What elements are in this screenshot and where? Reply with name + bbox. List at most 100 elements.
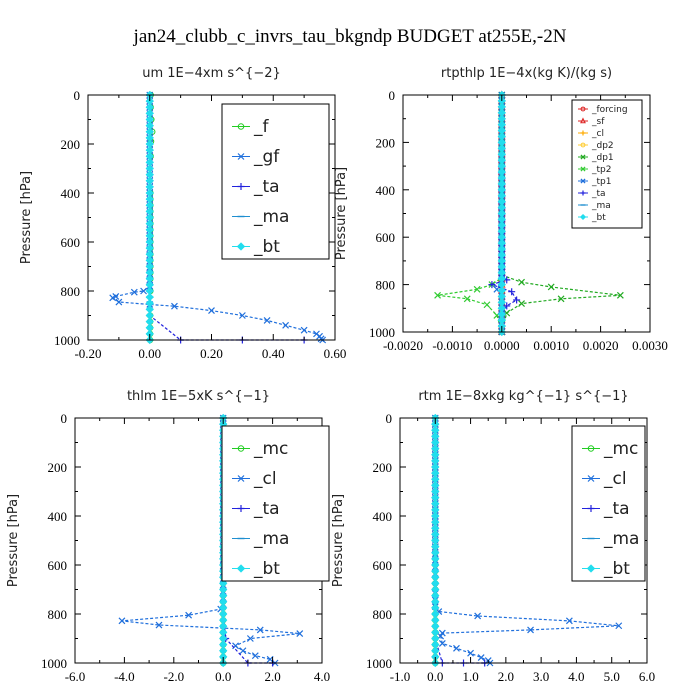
data-point (474, 612, 482, 620)
data-point (115, 298, 123, 306)
legend-marker (587, 475, 595, 482)
figure-title: jan24_clubb_c_invrs_tau_bkgndp BUDGET at… (133, 26, 567, 47)
data-point (473, 285, 481, 293)
data-point (508, 288, 516, 296)
x-tick-label: 0.0 (215, 669, 231, 684)
y-tick-label: 1000 (369, 325, 395, 340)
x-tick-label: -0.0010 (432, 338, 472, 353)
y-axis-label: Pressure [hPa] (331, 494, 346, 587)
legend-label: _bt (253, 559, 280, 579)
legend-label: _ma (603, 529, 639, 549)
y-tick-label: 0 (74, 88, 81, 103)
y-axis-label: Pressure [hPa] (334, 167, 349, 260)
legend-marker (587, 445, 595, 452)
legend-box (571, 425, 646, 582)
legend-marker (587, 505, 595, 512)
data-point (256, 626, 264, 634)
data-point (300, 326, 308, 334)
y-tick-label: 200 (48, 460, 68, 475)
legend: _forcing _sf _cl _dp2 _dp1 _tp2 _tp1 _ta _ma _bt (571, 99, 643, 229)
x-tick-label: 4.0 (314, 669, 330, 684)
data-point (438, 639, 446, 647)
legend-label: _ma (253, 207, 289, 227)
data-point (263, 316, 271, 324)
legend-marker (237, 153, 245, 160)
legend-label: _tp2 (591, 165, 611, 175)
data-point (503, 302, 511, 310)
data-point (483, 301, 491, 309)
panel-title: rtm 1E−8xkg kg^{−1} s^{−1} (418, 389, 628, 404)
y-tick-label: 600 (376, 230, 396, 245)
y-tick-label: 400 (376, 183, 396, 198)
legend-label: _forcing (591, 105, 628, 115)
y-axis-label: Pressure [hPa] (6, 494, 21, 587)
legend-marker (237, 445, 245, 452)
panels: um 1E−4xm s^{−2}Pressure [hPa]-0.20 0.00 0… (6, 66, 668, 684)
data-point (616, 291, 624, 299)
data-point (208, 307, 215, 315)
y-tick-label: 200 (61, 137, 81, 152)
data-point (282, 321, 290, 329)
data-point (109, 294, 117, 302)
data-point (251, 652, 259, 660)
legend-marker (237, 183, 245, 190)
data-point (527, 626, 534, 634)
legend-marker (580, 154, 586, 160)
x-tick-label: -6.0 (65, 669, 86, 684)
data-point (518, 278, 525, 286)
legend: _f _gf _ta _ma _bt (221, 103, 330, 260)
y-tick-label: 800 (373, 607, 393, 622)
x-tick-label: 4.0 (568, 669, 584, 684)
data-point (155, 621, 163, 629)
legend-label: _ta (603, 499, 630, 519)
legend-label: _bt (591, 213, 606, 223)
y-axis-label: Pressure [hPa] (19, 171, 34, 264)
y-tick-label: 800 (376, 278, 396, 293)
data-point (185, 611, 193, 619)
data-point (518, 300, 525, 307)
data-point (453, 644, 460, 652)
x-tick-label: 2.0 (498, 669, 514, 684)
y-tick-label: 1000 (41, 656, 67, 671)
y-tick-label: 0 (386, 411, 393, 426)
x-tick-label: 2.0 (264, 669, 280, 684)
x-tick-label: 3.0 (533, 669, 549, 684)
x-tick-label: 0.0000 (484, 338, 520, 353)
legend-marker (236, 564, 246, 573)
chart-panel-4: rtm 1E−8xkg kg^{−1} s^{−1} Pressure [hPa]… (331, 389, 655, 684)
y-tick-label: 1000 (54, 333, 80, 348)
x-tick-label: 1.0 (462, 669, 478, 684)
y-tick-label: 200 (373, 460, 393, 475)
chart-panel-3: thlm 1E−5xK s^{−1} Pressure [hPa] -6.0 -4.0… (6, 389, 330, 684)
series-markers-bt (145, 90, 154, 345)
data-point (118, 617, 126, 625)
data-point (130, 288, 138, 296)
chart-panel-2: rtpthlp 1E−4x(kg K)/(kg s) Pressure [hPa]… (334, 66, 668, 353)
data-point (140, 287, 147, 295)
legend-marker (586, 564, 596, 573)
data-point (238, 312, 246, 319)
legend-label: _ta (591, 189, 606, 199)
legend-marker (237, 123, 245, 130)
data-point (296, 630, 304, 638)
data-point (434, 291, 442, 299)
legend-label: _cl (603, 469, 627, 489)
y-tick-label: 200 (376, 135, 396, 150)
panel-title: thlm 1E−5xK s^{−1} (127, 389, 270, 404)
series-markers-bt (497, 90, 506, 337)
legend-label: _gf (253, 147, 280, 167)
panel-title: rtpthlp 1E−4x(kg K)/(kg s) (441, 66, 612, 81)
x-tick-label: 0.20 (200, 346, 223, 361)
legend-marker (580, 178, 586, 184)
data-point (513, 296, 521, 304)
x-tick-label: 5.0 (604, 669, 620, 684)
data-point (488, 281, 496, 289)
y-tick-label: 600 (48, 558, 68, 573)
legend-label: _ma (591, 201, 611, 211)
series-markers-ta (431, 414, 489, 667)
y-tick-label: 800 (48, 607, 68, 622)
y-tick-label: 400 (373, 509, 393, 524)
x-tick-label: 0.40 (262, 346, 285, 361)
data-point (467, 649, 474, 657)
